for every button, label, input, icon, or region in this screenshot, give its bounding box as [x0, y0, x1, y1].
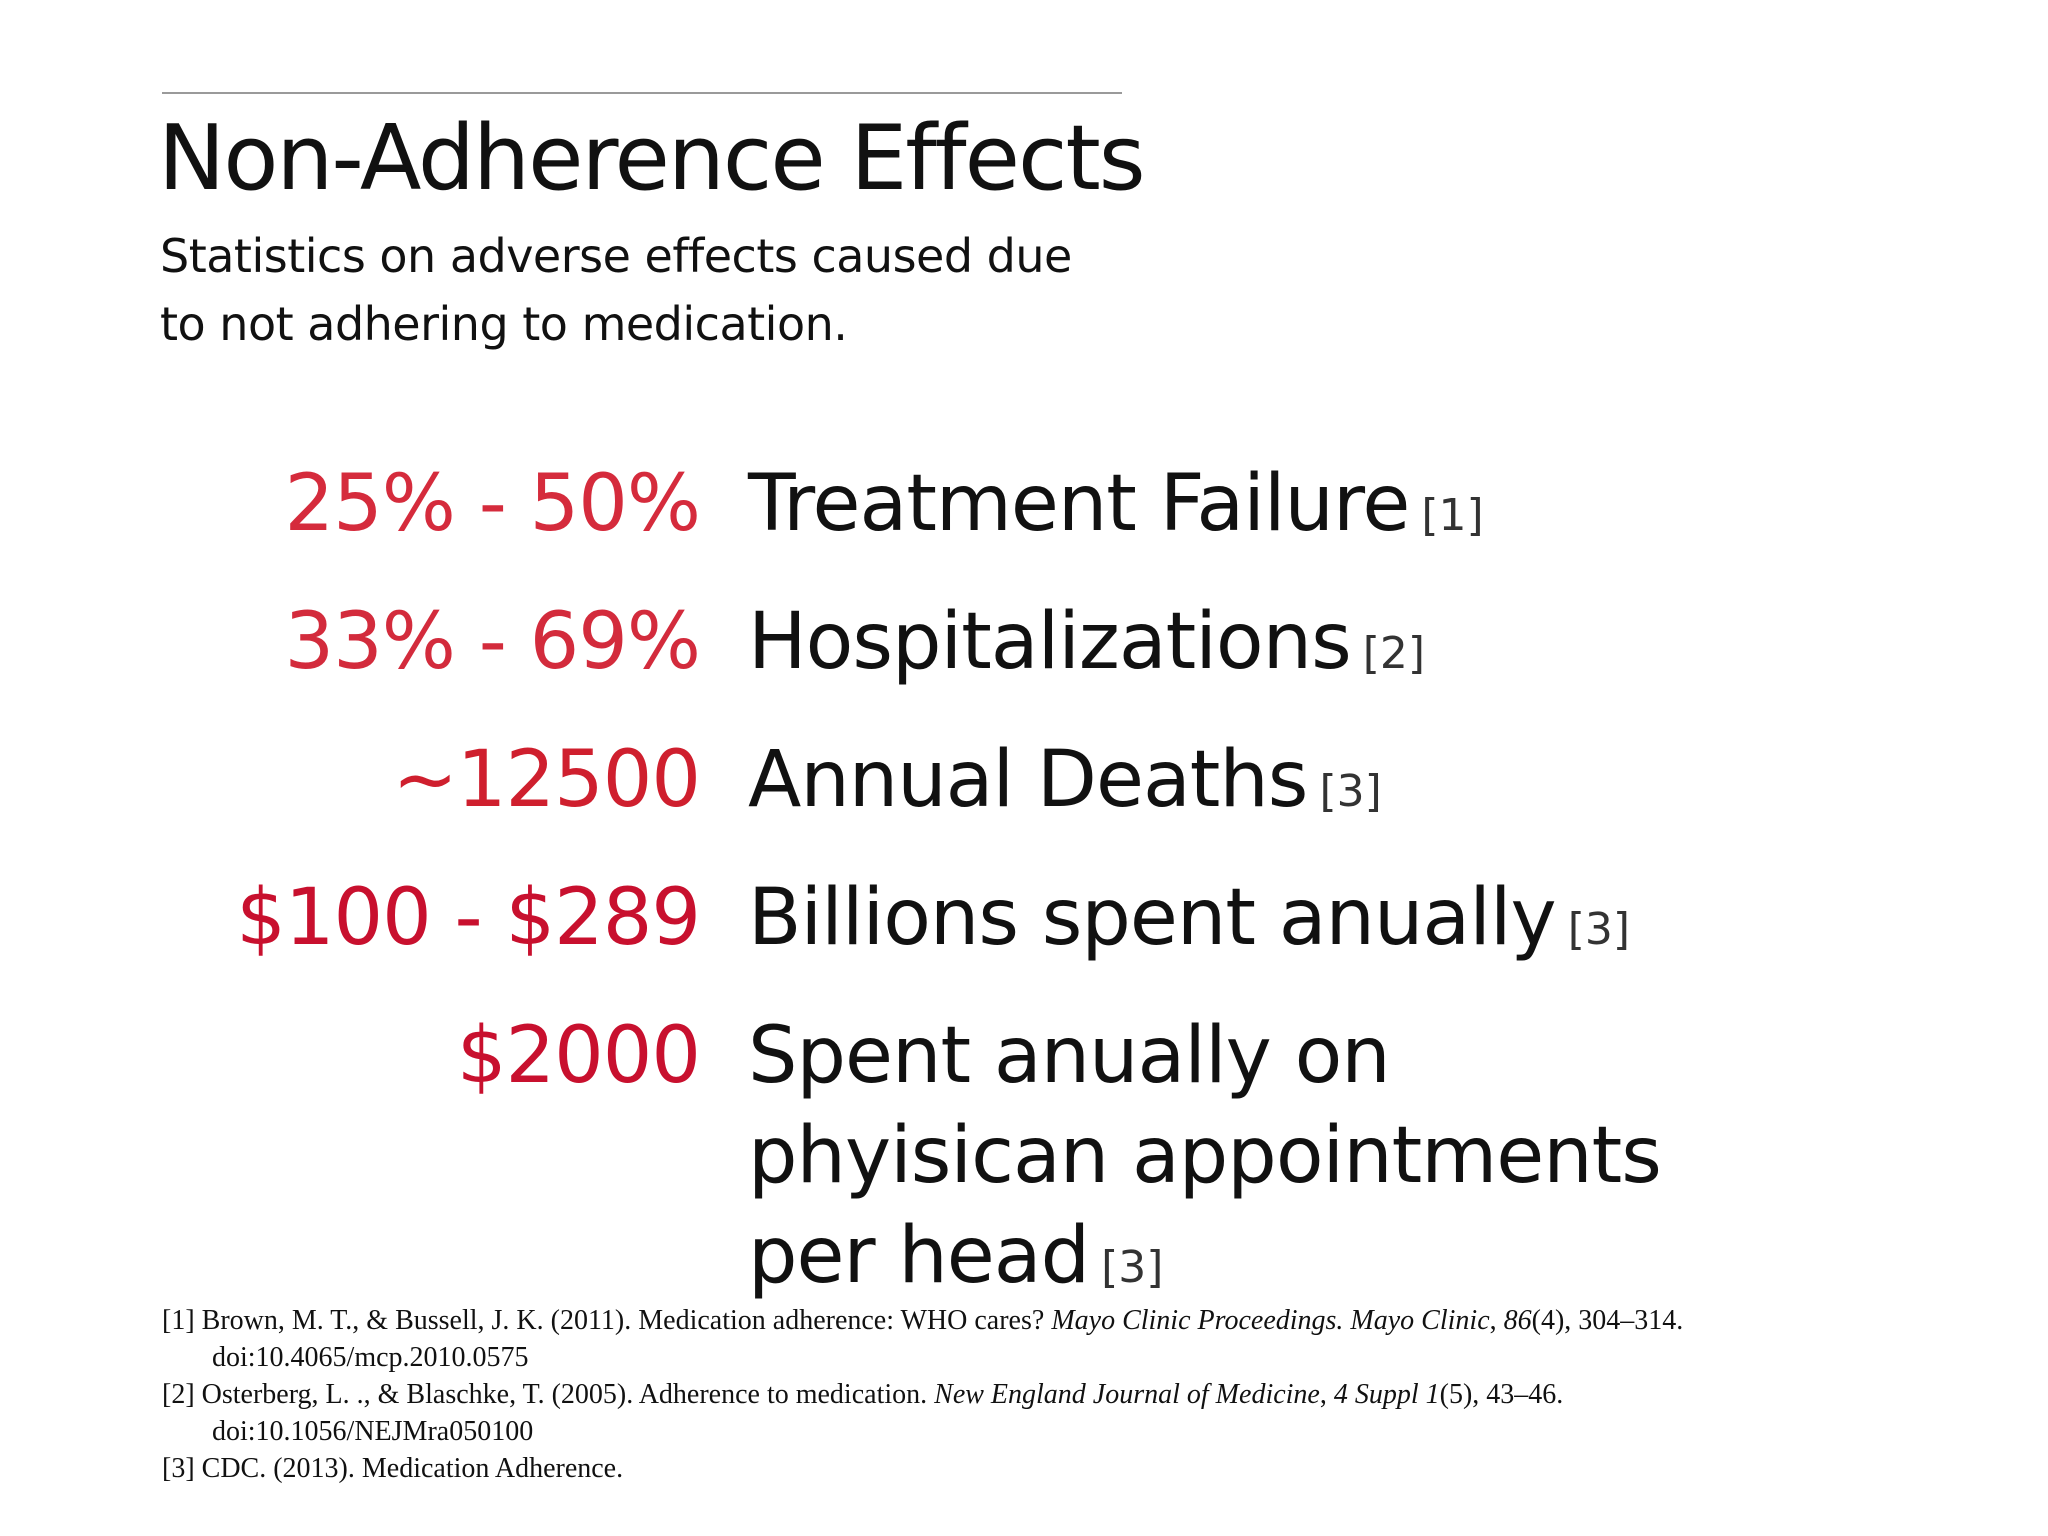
references-list: [1] Brown, M. T., & Bussell, J. K. (2011… [162, 1302, 1742, 1487]
stat-value: 25% - 50% [284, 459, 701, 549]
stat-value: $100 - $289 [236, 873, 701, 963]
stat-row-hospitalizations: 33% - 69% Hospitalizations [2] [0, 592, 2048, 732]
stat-row-treatment-failure: 25% - 50% Treatment Failure [1] [0, 454, 2048, 594]
stat-label-text: Hospitalizations [748, 597, 1352, 687]
stat-row-physician-spend: $2000 Spent anually on phyisican appoint… [0, 1006, 2048, 1301]
citation-marker: [3] [1319, 766, 1382, 817]
stat-label: Hospitalizations [2] [748, 592, 1998, 704]
page-subtitle: Statistics on adverse effects caused due… [160, 229, 1072, 351]
page-title: Non-Adherence Effects [158, 106, 1146, 211]
citation-marker: [3] [1101, 1242, 1164, 1293]
reference-text: CDC. (2013). Medication Adherence. [201, 1453, 624, 1484]
stat-label: Billions spent anually [3] [748, 868, 1998, 980]
reference-entry: [1] Brown, M. T., & Bussell, J. K. (2011… [162, 1302, 1742, 1376]
stat-label-text: Annual Deaths [748, 735, 1308, 825]
title-divider [162, 92, 1122, 94]
reference-entry: [3] CDC. (2013). Medication Adherence. [162, 1450, 1742, 1487]
reference-volume: 86 [1503, 1305, 1532, 1336]
reference-separator: , [1319, 1379, 1334, 1410]
reference-text: Brown, M. T., & Bussell, J. K. (2011). M… [201, 1305, 1052, 1336]
reference-volume: 4 Suppl 1 [1333, 1379, 1440, 1410]
reference-number: [1] [162, 1305, 195, 1336]
reference-journal: Mayo Clinic Proceedings. Mayo Clinic [1051, 1305, 1490, 1336]
stat-label-text: Spent anually on phyisican appointments … [748, 1011, 1662, 1301]
reference-details: (5), 43–46. doi:10.1056/NEJMra050100 [212, 1379, 1564, 1447]
reference-journal: New England Journal of Medicine [934, 1379, 1320, 1410]
stat-label-text: Treatment Failure [748, 459, 1410, 549]
reference-separator: , [1489, 1305, 1504, 1336]
stat-label-text: Billions spent anually [748, 873, 1557, 963]
reference-details: (4), 304–314. doi:10.4065/mcp.2010.0575 [212, 1305, 1684, 1373]
stat-value: ~12500 [392, 735, 701, 825]
stat-row-billions-spent: $100 - $289 Billions spent anually [3] [0, 868, 2048, 1008]
stat-label: Spent anually on phyisican appointments … [748, 1006, 1748, 1318]
reference-number: [3] [162, 1453, 195, 1484]
stat-row-annual-deaths: ~12500 Annual Deaths [3] [0, 730, 2048, 870]
stat-label: Treatment Failure [1] [748, 454, 1998, 566]
citation-marker: [1] [1421, 490, 1484, 541]
stat-value: $2000 [456, 1011, 701, 1101]
reference-number: [2] [162, 1379, 195, 1410]
stat-value: 33% - 69% [284, 597, 701, 687]
citation-marker: [2] [1362, 628, 1426, 679]
citation-marker: [3] [1567, 904, 1631, 955]
reference-text: Osterberg, L. ., & Blaschke, T. (2005). … [201, 1379, 935, 1410]
reference-entry: [2] Osterberg, L. ., & Blaschke, T. (200… [162, 1376, 1742, 1450]
stat-label: Annual Deaths [3] [748, 730, 1998, 842]
